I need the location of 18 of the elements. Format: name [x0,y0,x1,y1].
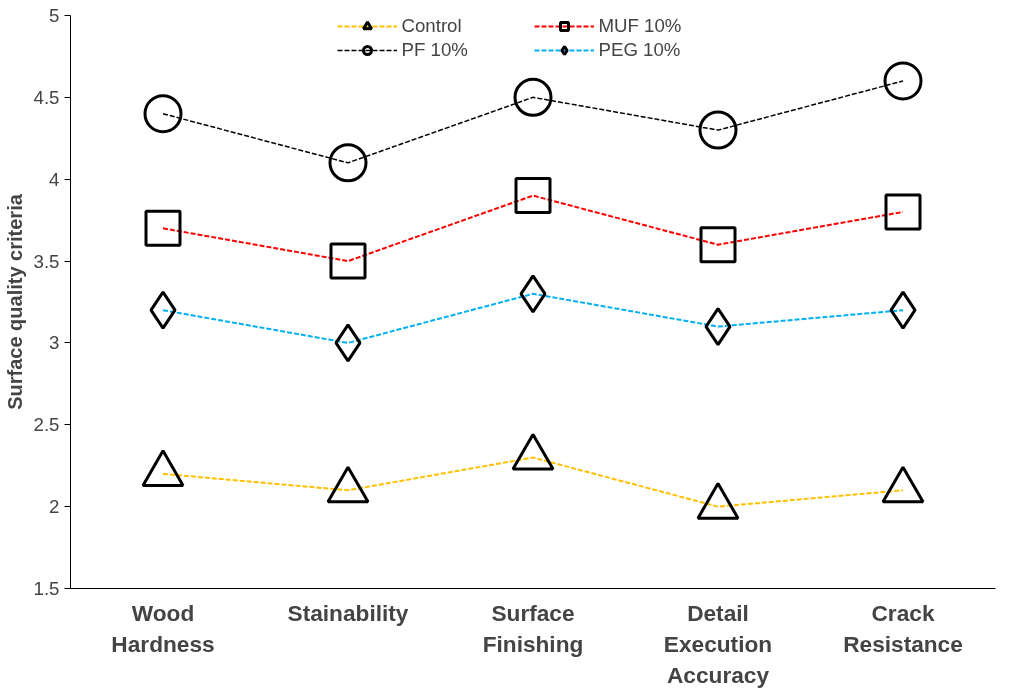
x-tick-label: Wood Hardness [111,599,215,657]
x-tick-label: Surface Finishing [482,599,584,657]
y-tick-label: 3 [49,332,60,354]
y-axis-title: Surface quality criteria [3,193,26,410]
legend-label: PF 10% [401,39,469,61]
x-tick-label: Stainability [287,599,409,626]
x-tick-label: Crack Resistance [843,599,963,657]
y-tick-label: 2.5 [33,414,60,436]
legend-label: Control [401,15,463,37]
legend-label: MUF 10% [598,15,683,37]
y-tick-label: 3.5 [33,250,60,272]
legend-label: PEG 10% [598,39,682,61]
y-tick-label: 1.5 [33,578,60,599]
y-tick-label: 2 [49,496,60,518]
x-tick-label: Detail Execution Accuracy [663,599,773,688]
y-tick-label: 4.5 [33,86,60,108]
y-tick-label: 4 [49,168,60,190]
y-tick-label: 5 [49,5,60,26]
